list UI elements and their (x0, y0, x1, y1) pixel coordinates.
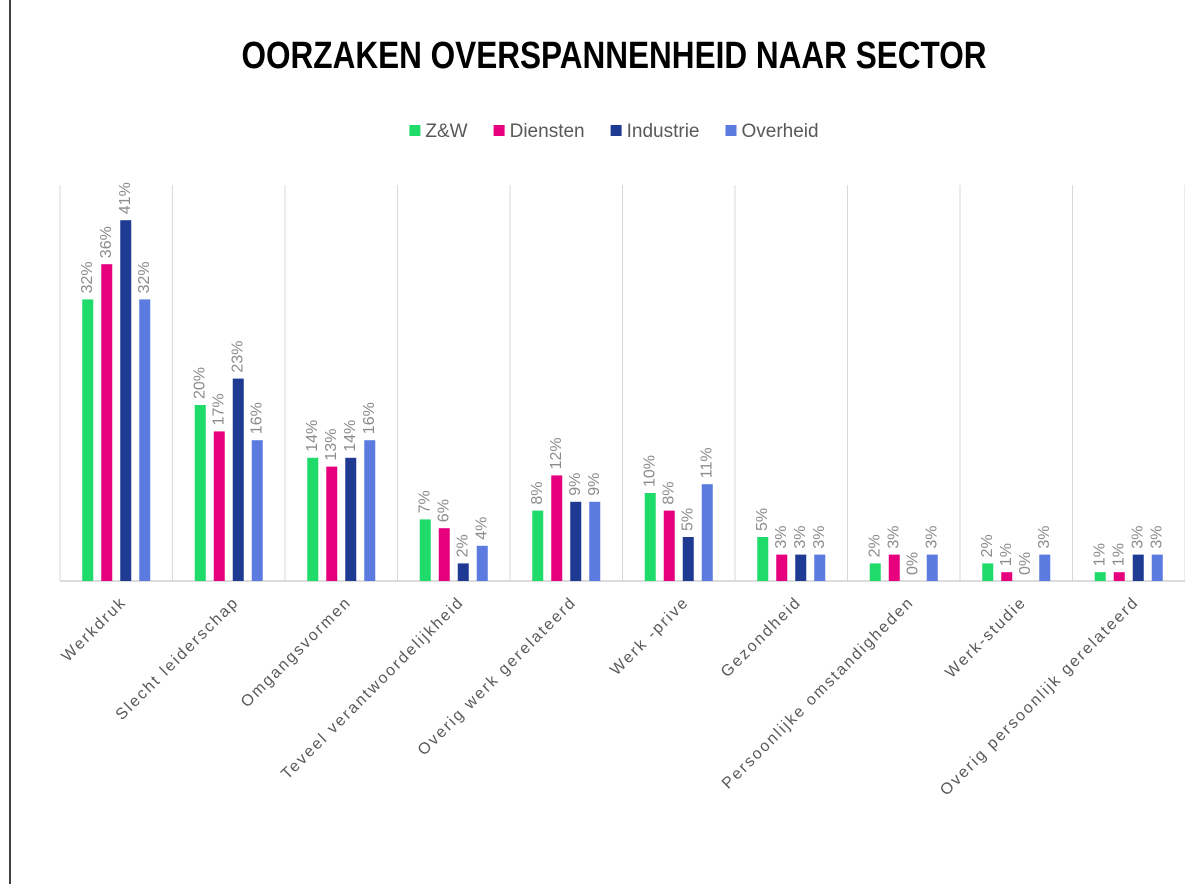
value-label: 1% (1110, 543, 1127, 566)
value-label: 16% (248, 402, 265, 434)
bar (1132, 554, 1144, 581)
x-tick-label: Werk -prive (607, 594, 692, 679)
value-label: 41% (117, 182, 134, 214)
value-label: 1% (1091, 543, 1108, 566)
bar (326, 466, 338, 581)
bar (232, 378, 244, 581)
value-label: 8% (529, 481, 546, 504)
bar (120, 220, 132, 581)
value-label: 17% (210, 393, 227, 425)
value-label: 9% (567, 473, 584, 496)
bar (757, 537, 769, 581)
value-label: 11% (698, 447, 715, 478)
value-label: 3% (792, 525, 809, 548)
legend-swatch (610, 125, 622, 136)
bar (701, 484, 713, 581)
bar (213, 431, 225, 581)
value-label: 10% (641, 455, 658, 487)
value-label: 3% (1148, 525, 1165, 548)
bar (532, 510, 544, 581)
value-label: 6% (435, 499, 452, 522)
value-label: 9% (586, 473, 603, 496)
bar (307, 457, 319, 581)
legend-swatch (725, 125, 737, 136)
value-label: 3% (885, 525, 902, 548)
bar (419, 519, 431, 581)
bar (551, 475, 563, 581)
x-tick-label: Werkdruk (59, 594, 131, 666)
x-tick-label: Gezondheid (718, 594, 805, 681)
value-label: 8% (660, 481, 677, 504)
value-label: 4% (473, 517, 490, 540)
bar (1001, 572, 1013, 581)
value-label: 16% (361, 402, 378, 434)
bar (869, 563, 881, 581)
bar (644, 493, 656, 581)
value-label: 2% (454, 534, 471, 557)
bar (251, 440, 263, 581)
bar (589, 501, 601, 581)
value-label: 3% (811, 525, 828, 548)
bar (1151, 554, 1163, 581)
x-tick-label: Slecht leiderschap (113, 594, 243, 724)
x-tick-label: Persoonlijke omstandigheden (719, 594, 918, 793)
bar (1113, 572, 1125, 581)
value-label: 5% (754, 508, 771, 531)
bar (570, 501, 582, 581)
value-label: 1% (998, 543, 1015, 566)
bar (438, 528, 450, 581)
x-tick-label: Overig persoonlijk gerelateerd (937, 594, 1142, 799)
value-label: 20% (191, 367, 208, 399)
legend-label: Diensten (510, 121, 585, 142)
legend: Z&W Diensten Industrie Overheid (409, 121, 819, 142)
value-label: 14% (304, 420, 321, 452)
value-label: 5% (679, 508, 696, 531)
bar (194, 405, 206, 581)
value-label: 13% (323, 429, 340, 461)
bar (982, 563, 994, 581)
bar (1039, 554, 1051, 581)
bar (101, 264, 113, 581)
value-label: 14% (342, 420, 359, 452)
value-label: 32% (136, 261, 153, 293)
value-label: 2% (979, 534, 996, 557)
x-tick-label: Teveel verantwoordelijkheid (278, 594, 467, 783)
value-label: 3% (923, 525, 940, 548)
x-tick-label: Werk-studie (942, 594, 1030, 682)
value-label: 7% (416, 490, 433, 513)
value-label: 0% (904, 552, 921, 575)
bar (795, 554, 807, 581)
bar (139, 299, 151, 581)
bar (776, 554, 788, 581)
bar (457, 563, 469, 581)
bar (814, 554, 826, 581)
chart-title: OORZAKEN OVERSPANNENHEID NAAR SECTOR (242, 35, 987, 77)
value-label: 32% (79, 261, 96, 293)
legend-swatch (493, 125, 505, 136)
bar (364, 440, 376, 581)
legend-label: Overheid (741, 121, 818, 142)
bar (682, 537, 694, 581)
value-label: 0% (1017, 552, 1034, 575)
bar (663, 510, 675, 581)
legend-label: Industrie (627, 121, 700, 142)
bar (1094, 572, 1106, 581)
value-label: 3% (1036, 525, 1053, 548)
bar (82, 299, 94, 581)
bar (345, 457, 357, 581)
value-label: 3% (1129, 525, 1146, 548)
legend-swatch (409, 125, 421, 136)
x-tick-label: Omgangsvormen (238, 594, 355, 711)
value-label: 36% (98, 226, 115, 258)
value-label: 12% (548, 437, 565, 469)
value-label: 3% (773, 525, 790, 548)
value-label: 2% (866, 534, 883, 557)
legend-label: Z&W (425, 121, 467, 142)
bar (888, 554, 900, 581)
value-label: 23% (229, 341, 246, 373)
bar (926, 554, 938, 581)
bar (476, 545, 488, 581)
